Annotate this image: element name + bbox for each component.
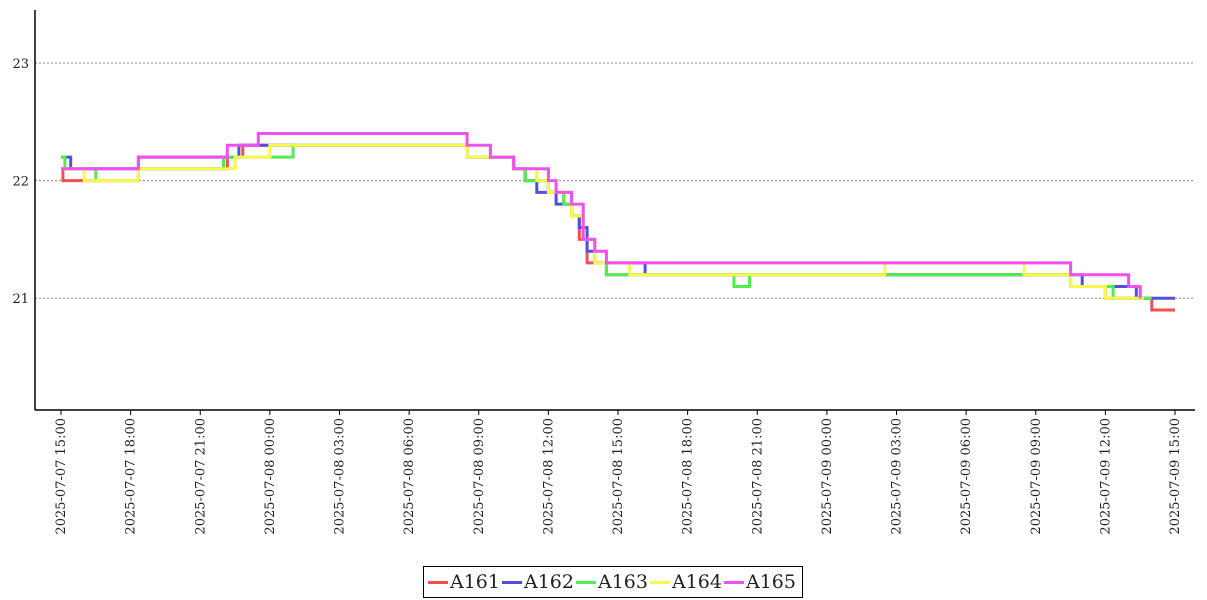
x-tick-label: 2025-07-07 15:00	[54, 418, 69, 535]
series-layer	[61, 132, 1175, 312]
legend-swatch	[650, 580, 670, 584]
y-tick-label: 23	[12, 57, 29, 72]
legend-label: A164	[672, 571, 722, 593]
legend-swatch	[428, 580, 448, 584]
x-tick-label: 2025-07-08 12:00	[541, 418, 556, 535]
legend-label: A161	[450, 571, 500, 593]
legend-item-a162: A162	[502, 571, 574, 593]
legend-swatch	[576, 580, 596, 584]
x-tick-label: 2025-07-09 06:00	[959, 418, 974, 535]
legend-swatch	[724, 580, 744, 584]
x-tick-label: 2025-07-08 00:00	[263, 418, 278, 535]
legend-label: A163	[598, 571, 648, 593]
legend-swatch	[502, 580, 522, 584]
x-tick-label: 2025-07-09 03:00	[890, 418, 905, 535]
legend: A161 A162 A163 A164 A165	[423, 566, 803, 598]
grid	[35, 62, 1195, 299]
x-tick-label: 2025-07-07 21:00	[193, 418, 208, 535]
x-tick-label: 2025-07-09 09:00	[1029, 418, 1044, 535]
x-tick-label: 2025-07-08 09:00	[472, 418, 487, 535]
x-tick-label: 2025-07-09 15:00	[1168, 418, 1183, 535]
y-axis-ticks: 21 22 23	[12, 57, 29, 307]
legend-item-a164: A164	[650, 571, 722, 593]
legend-item-a161: A161	[428, 571, 500, 593]
y-tick-label: 22	[12, 175, 29, 190]
x-tick-label: 2025-07-08 03:00	[333, 418, 348, 535]
x-tick-label: 2025-07-08 06:00	[402, 418, 417, 535]
legend-label: A165	[746, 571, 796, 593]
legend-label: A162	[524, 571, 574, 593]
x-tick-label: 2025-07-07 18:00	[124, 418, 139, 535]
x-tick-label: 2025-07-08 21:00	[750, 418, 765, 535]
series-line-a165	[61, 132, 1142, 299]
x-tick-label: 2025-07-08 15:00	[611, 418, 626, 535]
x-axis-ticks: 2025-07-07 15:00 2025-07-07 18:00 2025-07-…	[54, 410, 1183, 535]
y-tick-label: 21	[12, 292, 29, 307]
legend-item-a163: A163	[576, 571, 648, 593]
x-tick-label: 2025-07-09 00:00	[820, 418, 835, 535]
x-tick-label: 2025-07-08 18:00	[681, 418, 696, 535]
legend-item-a165: A165	[724, 571, 796, 593]
x-tick-label: 2025-07-09 12:00	[1098, 418, 1113, 535]
axes	[34, 10, 1195, 411]
